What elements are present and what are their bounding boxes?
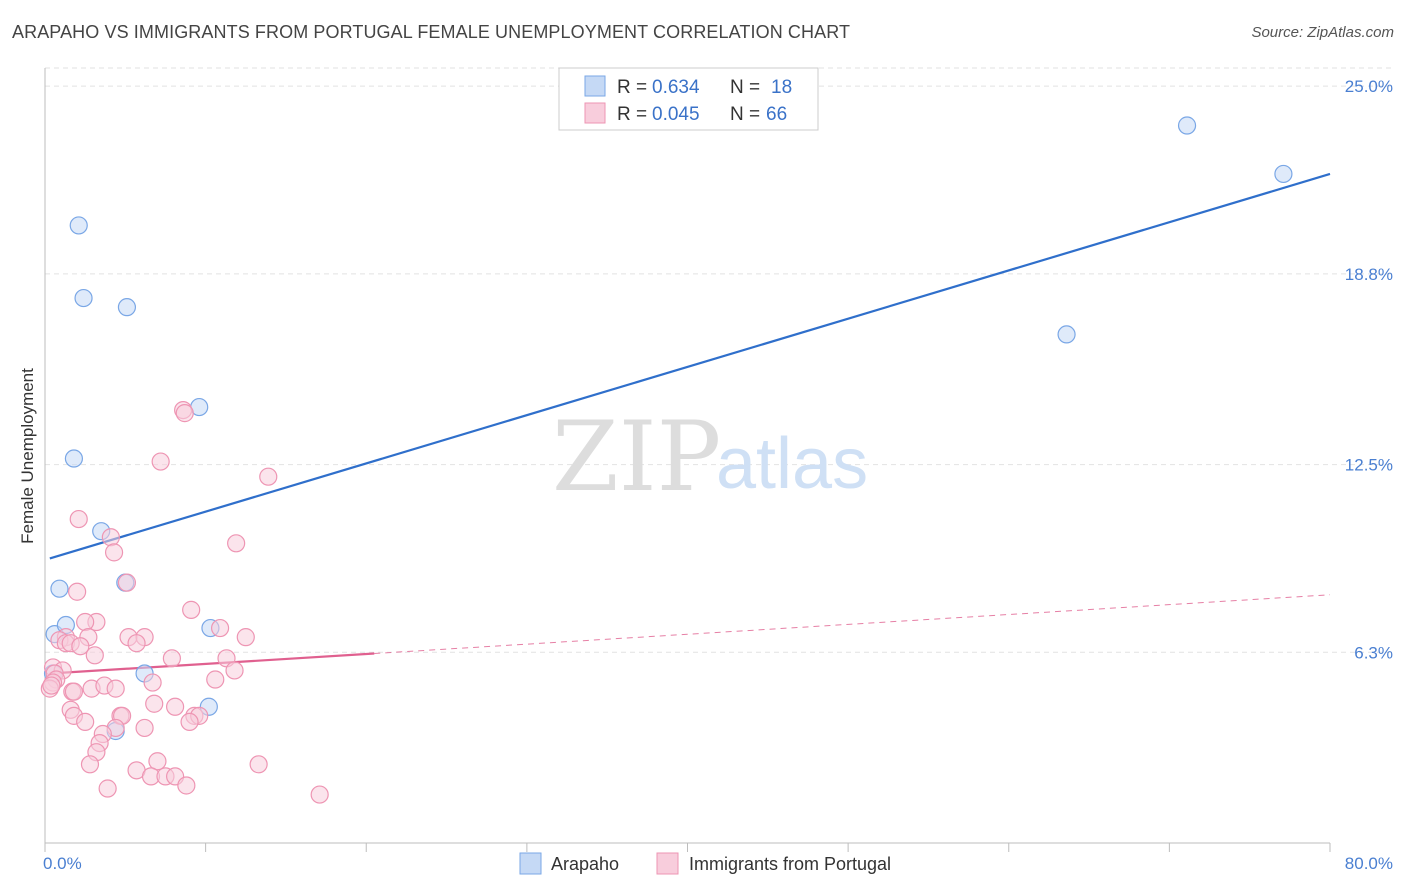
point-arapaho-15 [1177,116,1197,135]
point-arapaho-2 [117,298,137,317]
watermark-zip: ZIP [552,401,721,513]
point-arapaho-17 [1057,325,1076,344]
y-tick-label-2: 12.5% [1345,456,1393,475]
x-tick-label-max: 80.0% [1345,854,1393,873]
y-tick-label-3: 6.3% [1354,643,1393,662]
gridlines [45,67,1393,653]
y-axis-label: Female Unemployment [18,368,37,544]
legend-n-value-arapaho: 18 [771,77,792,98]
point-portugal-34 [42,676,61,695]
point-portugal-58 [80,755,100,774]
point-portugal-1 [175,404,194,423]
data-points [40,116,1293,804]
point-portugal-22 [127,634,146,653]
legend-n-label-portugal: N = [730,104,760,125]
trend-line-solid-1 [49,652,375,675]
x-ticks [44,843,1331,852]
point-portugal-12 [76,612,95,632]
point-arapaho-0 [69,216,88,235]
source-label: Source: ZipAtlas.com [1251,24,1394,41]
legend-r-label-arapaho: R = [617,77,647,98]
y-tick-labels: 25.0% 18.8% 12.5% 6.3% [1345,77,1393,662]
point-portugal-41 [206,670,225,689]
point-portugal-66 [310,785,329,804]
point-portugal-4 [69,509,88,529]
point-portugal-53 [135,718,154,738]
point-portugal-10 [182,600,201,619]
bottom-legend-label-portugal: Immigrants from Portugal [689,854,891,874]
point-portugal-25 [162,649,181,668]
point-portugal-3 [259,467,278,486]
bottom-legend: Arapaho Immigrants from Portugal [519,852,891,875]
chart-title: ARAPAHO VS IMMIGRANTS FROM PORTUGAL FEMA… [12,22,851,42]
legend-r-value-portugal: 0.045 [652,104,700,125]
point-portugal-27 [225,661,244,680]
point-portugal-24 [85,646,104,665]
point-portugal-23 [71,637,90,656]
point-arapaho-4 [64,449,84,468]
watermark: ZIP atlas [552,401,868,513]
point-arapaho-6 [50,579,69,598]
bottom-legend-swatch-arapaho [519,852,542,875]
legend-n-value-portugal: 66 [766,104,787,125]
point-portugal-9 [68,582,87,601]
bottom-legend-label-arapaho: Arapaho [551,854,619,874]
point-portugal-59 [249,755,268,774]
legend-r-label-portugal: R = [617,104,647,125]
bottom-legend-swatch-portugal [656,852,679,875]
point-portugal-6 [227,534,246,553]
trend-line-dashed-1 [374,594,1331,655]
watermark-atlas: atlas [716,424,868,504]
point-portugal-50 [76,712,95,732]
point-portugal-2 [151,452,170,471]
point-portugal-36 [64,682,84,701]
point-arapaho-1 [74,288,93,308]
point-portugal-13 [210,618,230,638]
point-portugal-42 [145,694,164,713]
point-portugal-39 [106,679,125,698]
point-portugal-5 [101,528,120,547]
point-portugal-43 [166,697,185,716]
point-portugal-8 [117,573,137,592]
point-portugal-21 [236,628,255,647]
trend-lines [49,172,1331,675]
point-portugal-7 [104,543,124,562]
trend-line-0 [49,172,1331,560]
point-portugal-65 [98,779,117,798]
y-tick-label-0: 25.0% [1345,77,1393,96]
y-tick-label-1: 18.8% [1345,265,1393,284]
legend-swatch-portugal [584,102,606,124]
point-arapaho-16 [1274,164,1293,184]
point-portugal-51 [180,712,199,732]
point-portugal-64 [177,776,196,795]
point-portugal-40 [143,673,162,692]
legend-swatch-arapaho [584,75,606,97]
legend-r-value-arapaho: 0.634 [652,77,700,98]
point-portugal-57 [148,752,167,771]
x-tick-label-min: 0.0% [43,854,82,873]
legend-n-label-arapaho: N = [730,77,760,98]
stats-legend: R = 0.634 N = 18 R = 0.045 N = 66 [558,67,819,131]
